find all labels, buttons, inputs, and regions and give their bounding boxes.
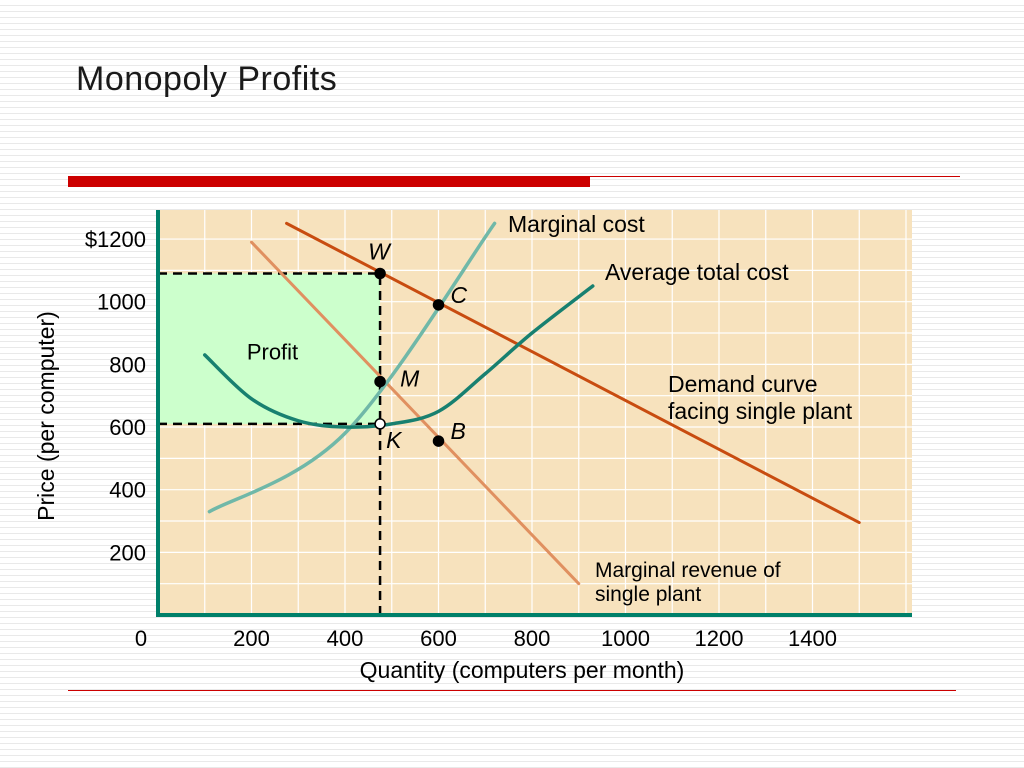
demand-curve-label-line1: Demand curve (668, 371, 818, 397)
x-axis-title: Quantity (computers per month) (360, 657, 685, 683)
marginal-revenue-label-line2: single plant (595, 583, 701, 606)
profit-area (160, 273, 381, 424)
x-tick-label: 400 (327, 626, 364, 651)
point-label-b: B (451, 418, 466, 444)
axes (156, 210, 912, 617)
tick-labels: 0 200 400 600 800 1000 1200 1400 200 400 600 800 100… (85, 227, 837, 651)
point-label-w: W (368, 239, 392, 265)
x-tick-label: 800 (514, 626, 551, 651)
x-tick-label: 1000 (601, 626, 650, 651)
x-tick-label: 600 (420, 626, 457, 651)
x-tick-label: 1200 (695, 626, 744, 651)
point-k (374, 418, 386, 430)
y-tick-label: 1000 (97, 290, 146, 315)
point-label-m: M (400, 366, 420, 392)
demand-curve-label-line2: facing single plant (668, 398, 853, 424)
point-label-k: K (386, 427, 403, 453)
point-c (432, 299, 445, 311)
profit-label: Profit (247, 340, 298, 365)
points: W C M B K (368, 239, 467, 453)
y-tick-label: 400 (109, 478, 146, 503)
marginal-cost-label: Marginal cost (508, 211, 645, 237)
x-tick-label: 1400 (788, 626, 837, 651)
title-underline-bar (68, 176, 590, 187)
y-tick-label: 200 (109, 540, 146, 565)
point-b (432, 435, 445, 447)
average-total-cost-curve (203, 284, 595, 429)
point-label-c: C (451, 282, 468, 308)
marginal-revenue-line (250, 240, 581, 586)
point-w (374, 267, 386, 280)
footer-rule (68, 690, 956, 691)
y-tick-label: $1200 (85, 227, 146, 252)
average-total-cost-label: Average total cost (605, 259, 789, 285)
marginal-cost-curve (207, 221, 497, 514)
y-axis-title: Price (per computer) (33, 311, 59, 521)
y-tick-label: 600 (109, 415, 146, 440)
y-tick-label: 800 (109, 352, 146, 377)
slide-title: Monopoly Profits (76, 60, 338, 98)
point-m (374, 375, 386, 388)
title-underline-rule (590, 176, 960, 177)
x-tick-label: 0 (135, 626, 147, 651)
guide-lines (158, 272, 382, 615)
x-tick-label: 200 (233, 626, 270, 651)
marginal-revenue-label-line1: Marginal revenue of (595, 559, 781, 582)
